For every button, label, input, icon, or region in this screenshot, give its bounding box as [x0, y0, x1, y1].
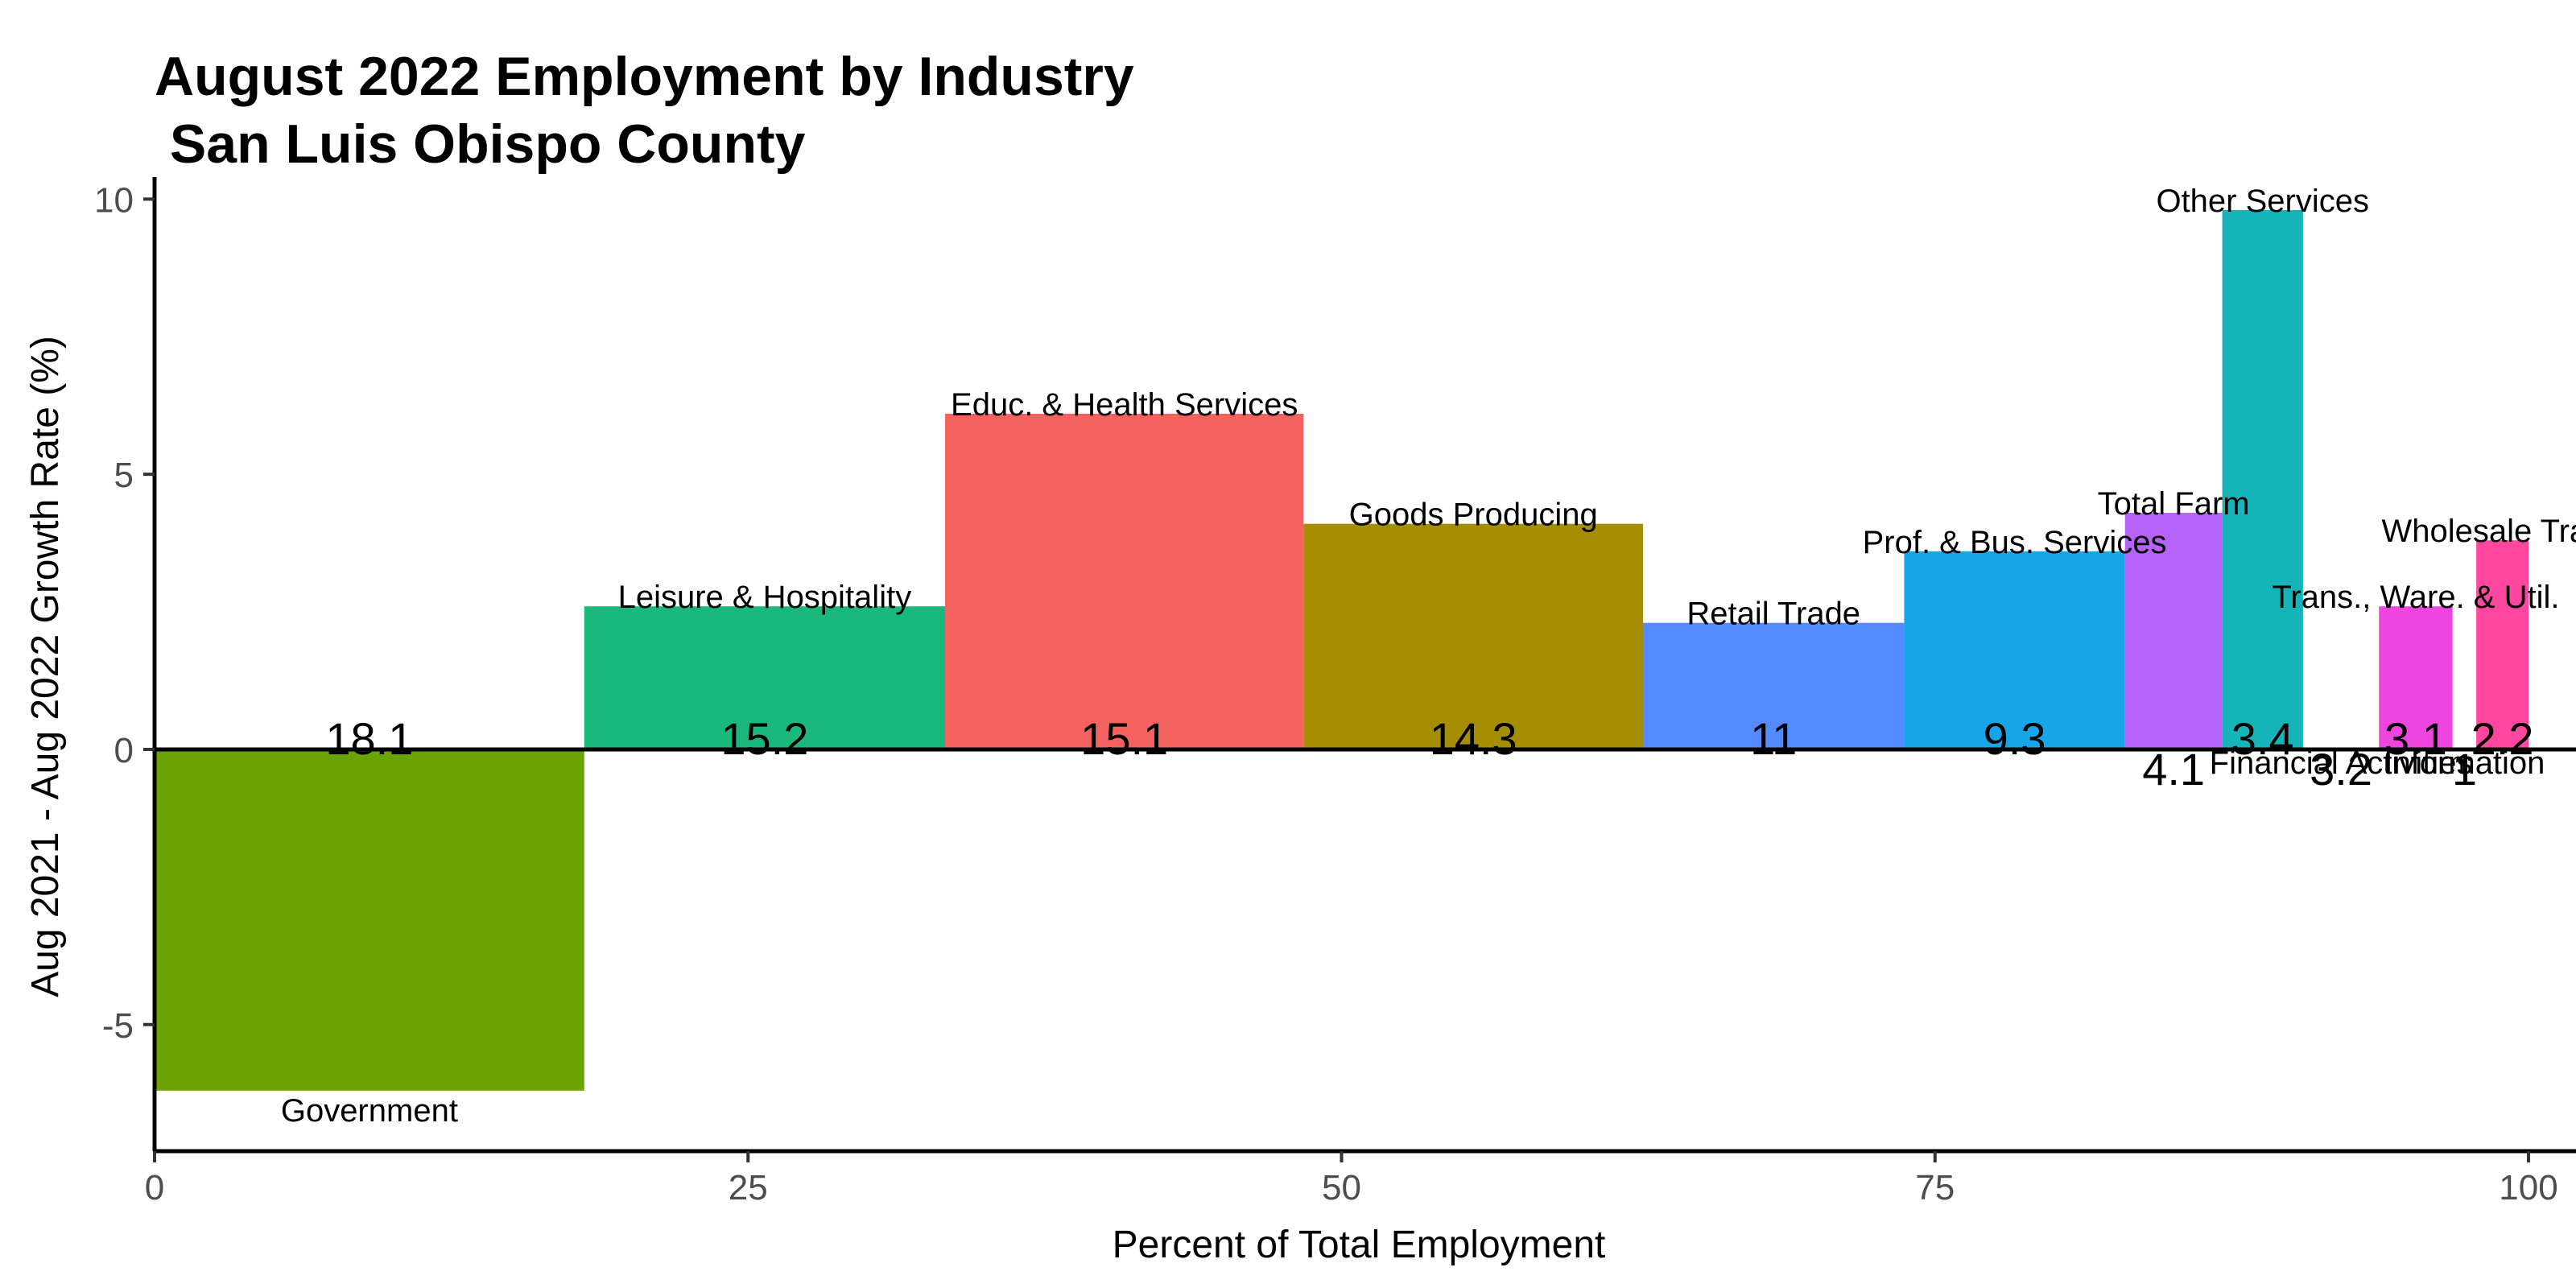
bar-label-prof-bus-services: Prof. & Bus. Services [1863, 525, 2167, 560]
share-label-prof-bus-services: 9.3 [1984, 713, 2046, 764]
bar-label-educ-health-services: Educ. & Health Services [951, 387, 1298, 423]
bar-educ-health-services [945, 413, 1304, 749]
bar-goods-producing [1303, 523, 1644, 749]
bar-prof-bus-services [1904, 551, 2125, 749]
bar-label-trans-ware-util: Trans., Ware. & Util. [2272, 580, 2559, 615]
x-tick-label: 25 [729, 1168, 768, 1208]
y-axis-ticks: -5 0 5 10 [94, 180, 155, 1046]
bar-label-leisure-hospitality: Leisure & Hospitality [618, 580, 912, 615]
x-axis-ticks: 0 25 50 75 100 [145, 1151, 2558, 1208]
share-label-financial-activities: 3.2 [2310, 744, 2372, 795]
share-label-other-services: 3.4 [2231, 713, 2294, 764]
share-label-government: 18.1 [325, 713, 413, 764]
y-axis-title: Aug 2021 - Aug 2022 Growth Rate (%) [24, 336, 67, 997]
bar-label-other-services: Other Services [2156, 184, 2369, 219]
share-label-total-farm: 4.1 [2142, 744, 2205, 795]
share-label-goods-producing: 14.3 [1430, 713, 1517, 764]
bars [155, 210, 2529, 1091]
x-tick-label: 50 [1322, 1168, 1361, 1208]
x-tick-label: 75 [1915, 1168, 1955, 1208]
share-label-retail-trade: 11 [1750, 713, 1797, 764]
bar-label-government: Government [281, 1093, 458, 1129]
bar-labels: Government Leisure & Hospitality Educ. & H… [281, 184, 2576, 1129]
y-tick-label: 5 [114, 456, 134, 495]
share-labels: 18.1 15.2 15.1 14.3 11 9.3 4.1 3.4 3.23.112.2 [325, 713, 2533, 795]
bar-total-farm [2124, 513, 2223, 749]
y-tick-label: 10 [94, 180, 134, 220]
bar-label-retail-trade: Retail Trade [1686, 597, 1860, 632]
share-label-information: 1 [2452, 744, 2477, 795]
x-axis-title: Percent of Total Employment [1113, 1224, 1606, 1266]
share-label-leisure-hospitality: 15.2 [720, 713, 808, 764]
y-tick-label: -5 [102, 1006, 134, 1046]
bar-government [155, 749, 584, 1091]
bar-leisure-hospitality [584, 606, 946, 749]
y-tick-label: 0 [114, 731, 134, 770]
bar-label-goods-producing: Goods Producing [1349, 497, 1598, 533]
bar-label-total-farm: Total Farm [2098, 486, 2250, 522]
chart-title-line1: August 2022 Employment by Industry [155, 46, 1134, 107]
x-tick-label: 100 [2499, 1168, 2557, 1208]
bar-wholesale-trade [2476, 540, 2529, 749]
chart-title-line2: San Luis Obispo County [155, 114, 806, 175]
share-label-educ-health-services: 15.1 [1080, 713, 1168, 764]
share-label-trans-ware-util: 3.1 [2384, 713, 2447, 764]
share-label-wholesale-trade: 2.2 [2471, 713, 2534, 764]
bar-label-wholesale-trade: Wholesale Trade [2382, 514, 2576, 549]
bar-retail-trade [1643, 622, 1905, 749]
x-tick-label: 0 [145, 1168, 164, 1208]
bar-other-services [2222, 210, 2303, 749]
bar-trans-ware-util [2379, 606, 2453, 749]
